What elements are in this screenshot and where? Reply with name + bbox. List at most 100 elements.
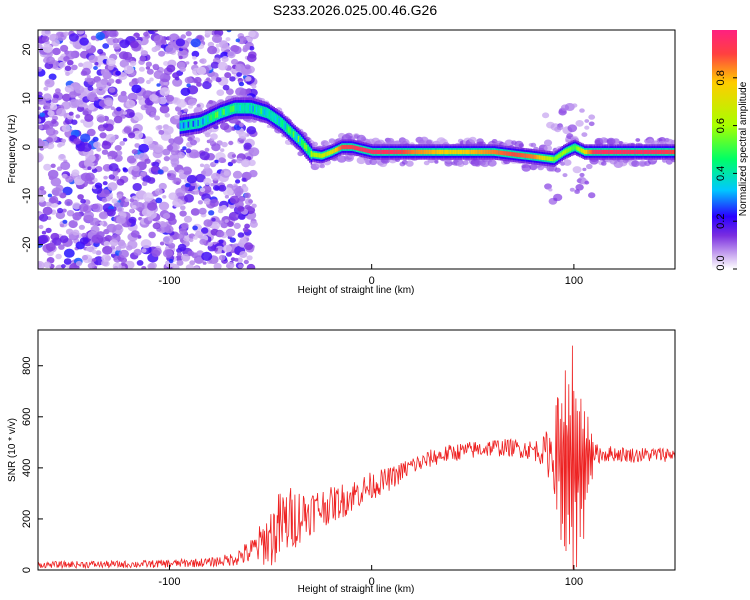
halo-cell <box>487 159 497 167</box>
noise-cell <box>91 203 99 210</box>
noise-cell <box>50 163 56 168</box>
ridge-cell <box>252 105 254 112</box>
noise-cell <box>61 138 67 143</box>
noise-cell <box>43 102 52 110</box>
ridge-cell <box>440 149 442 155</box>
halo-cell <box>575 184 584 191</box>
noise-cell <box>131 149 138 155</box>
noise-cell <box>80 142 92 152</box>
noise-cell <box>163 125 174 135</box>
noise-cell <box>177 243 187 251</box>
ridge-cell <box>551 156 554 162</box>
noise-cell <box>143 192 154 202</box>
ridge-cell <box>270 112 272 119</box>
ridge-cell <box>486 149 489 155</box>
noise-cell <box>234 257 239 262</box>
noise-cell <box>94 96 99 101</box>
ridge-cell <box>419 149 421 155</box>
noise-cell <box>103 241 111 247</box>
noise-cell <box>182 146 187 151</box>
halo-cell <box>584 125 590 130</box>
ridge-cell <box>496 150 499 155</box>
ridge-cell <box>443 149 445 155</box>
noise-cell <box>123 111 128 115</box>
noise-cell <box>80 198 86 204</box>
noise-cell <box>149 94 159 102</box>
noise-cell <box>68 220 78 229</box>
noise-cell <box>107 182 118 191</box>
snr-panel: -100 0 100 0 200 400 600 800 Height of straigh… <box>7 329 676 595</box>
noise-cell <box>229 195 240 204</box>
noise-cell <box>79 237 89 245</box>
noise-cell <box>220 148 225 153</box>
ridge-cell <box>312 152 314 157</box>
noise-cell <box>151 165 159 172</box>
noise-cell <box>61 264 66 269</box>
noise-cell <box>210 61 220 69</box>
ridge-cell <box>195 120 198 127</box>
noise-cell <box>233 187 244 196</box>
ridge-cell <box>520 153 523 158</box>
ridge-cell <box>263 109 266 115</box>
noise-cell <box>160 39 167 45</box>
ridge-cell <box>606 149 609 155</box>
ridge-cell <box>320 153 322 158</box>
ridge-cell <box>537 155 539 160</box>
halo-cell <box>553 193 563 202</box>
noise-cell <box>181 253 191 262</box>
noise-cell <box>158 129 165 135</box>
noise-cell <box>96 147 102 152</box>
noise-cell <box>92 136 99 142</box>
noise-cell <box>175 38 186 47</box>
ridge-cell <box>420 149 423 155</box>
ridge-cell <box>221 109 224 116</box>
noise-cell <box>38 124 44 130</box>
noise-cell <box>56 108 67 117</box>
ridge-cell <box>297 136 300 142</box>
noise-cell <box>153 70 164 80</box>
ridge-cell <box>388 149 390 155</box>
ridge-cell <box>663 149 665 155</box>
ridge-cell <box>412 149 415 155</box>
halo-cell <box>584 119 590 123</box>
ridge-cell <box>624 149 626 155</box>
noise-cell <box>202 81 212 90</box>
noise-cell <box>211 76 217 81</box>
noise-cell <box>193 61 198 65</box>
noise-cell <box>225 37 231 42</box>
noise-cell <box>171 143 180 151</box>
noise-cell <box>128 112 135 118</box>
ridge-cell <box>357 146 360 151</box>
noise-cell <box>145 66 151 70</box>
ridge-cell <box>347 144 350 150</box>
noise-cell <box>187 250 195 257</box>
noise-cell <box>181 230 188 236</box>
noise-cell <box>239 139 244 144</box>
noise-cell <box>58 61 66 68</box>
noise-cell <box>73 138 81 145</box>
ridge-cell <box>208 115 211 122</box>
ridge-cell <box>648 149 651 155</box>
noise-cell <box>95 31 106 41</box>
noise-cell <box>91 258 97 262</box>
noise-cell <box>55 211 66 220</box>
noise-cell <box>249 169 258 178</box>
halo-cell <box>530 142 537 148</box>
noise-cell <box>120 257 128 264</box>
ridge-cell <box>307 147 309 153</box>
ridge-cell <box>535 154 538 160</box>
noise-cell <box>194 190 199 195</box>
colorbar-tick-label: 0.0 <box>715 255 727 270</box>
noise-cell <box>235 38 240 43</box>
ridge-cell <box>404 149 406 155</box>
noise-cell <box>227 161 234 167</box>
noise-cell <box>85 172 95 181</box>
ridge-cell <box>187 121 190 128</box>
halo-cell <box>572 103 578 108</box>
noise-cell <box>90 35 97 41</box>
noise-cell <box>107 64 114 71</box>
noise-cell <box>229 237 236 243</box>
ridge-cell <box>461 149 463 155</box>
noise-cell <box>116 178 125 186</box>
noise-cell <box>207 242 213 247</box>
